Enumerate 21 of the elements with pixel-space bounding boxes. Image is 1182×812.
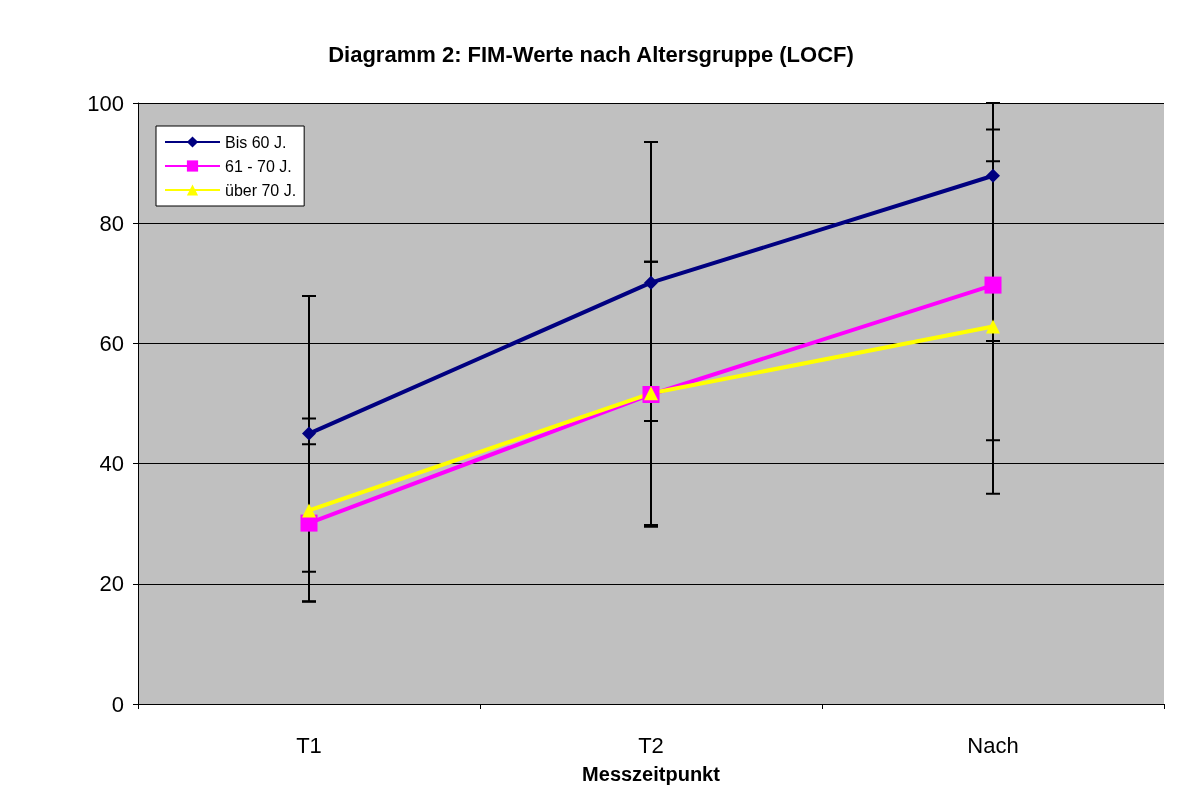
y-tick-label: 40 <box>99 451 124 477</box>
legend-label: 61 - 70 J. <box>225 157 292 175</box>
y-tick-label: 100 <box>87 90 124 116</box>
chart-title: Diagramm 2: FIM-Werte nach Altersgruppe (LOCF) <box>328 41 854 67</box>
point <box>986 168 1000 183</box>
x-tick-label: T2 <box>638 732 664 758</box>
y-tick-label: 20 <box>99 571 124 597</box>
point <box>644 275 658 290</box>
point <box>986 319 1000 334</box>
point <box>302 503 316 518</box>
x-tick-label: Nach <box>967 732 1019 758</box>
point <box>984 276 1002 294</box>
y-tick-label: 80 <box>99 210 124 236</box>
legend-label: Bis 60 J. <box>225 133 287 151</box>
point <box>300 514 318 532</box>
legend-label: über 70 J. <box>225 181 297 199</box>
point <box>302 426 316 441</box>
x-tick-label: T1 <box>296 732 322 758</box>
y-tick-label: 60 <box>99 330 124 356</box>
x-axis-title: Messzeitpunkt <box>582 763 721 785</box>
y-tick-label: 0 <box>111 691 124 717</box>
